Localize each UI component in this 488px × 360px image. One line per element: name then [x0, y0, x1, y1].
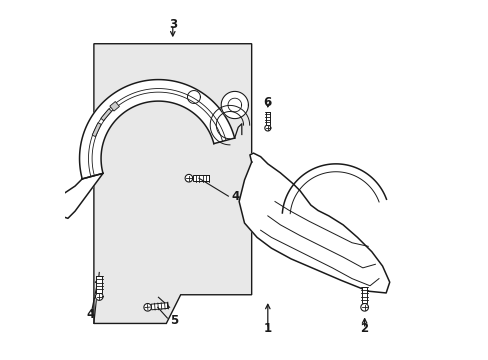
- Text: 3: 3: [168, 18, 177, 31]
- Polygon shape: [151, 303, 167, 310]
- Polygon shape: [96, 276, 102, 293]
- Polygon shape: [264, 125, 270, 131]
- Text: 2: 2: [360, 322, 368, 335]
- Polygon shape: [192, 175, 208, 181]
- Text: 1: 1: [263, 322, 271, 335]
- Polygon shape: [57, 173, 103, 219]
- Polygon shape: [101, 109, 111, 121]
- Polygon shape: [360, 303, 367, 311]
- Polygon shape: [239, 153, 389, 293]
- Text: 4: 4: [231, 190, 239, 203]
- Polygon shape: [185, 174, 192, 182]
- Polygon shape: [143, 303, 151, 311]
- Polygon shape: [80, 80, 234, 179]
- Text: 6: 6: [263, 96, 271, 109]
- Polygon shape: [221, 91, 248, 119]
- Polygon shape: [361, 287, 366, 303]
- Text: 4: 4: [87, 308, 95, 321]
- Polygon shape: [95, 293, 103, 300]
- Polygon shape: [92, 123, 101, 137]
- Polygon shape: [110, 102, 119, 111]
- Polygon shape: [94, 44, 251, 323]
- Text: 5: 5: [170, 314, 178, 327]
- Polygon shape: [265, 112, 269, 125]
